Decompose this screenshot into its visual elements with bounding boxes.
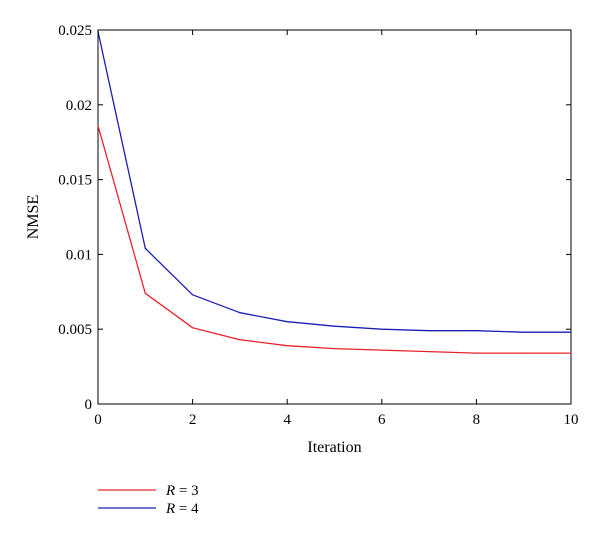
series-line-1	[97, 125, 571, 354]
legend-variable: R	[165, 501, 175, 517]
x-axis-title: Iteration	[307, 439, 361, 456]
data-point	[239, 312, 241, 314]
legend-value: = 3	[175, 483, 198, 499]
data-point	[192, 327, 194, 329]
x-tick-label: 4	[283, 412, 291, 428]
x-tick-label: 0	[94, 412, 102, 428]
data-point	[333, 348, 336, 350]
data-point	[523, 352, 525, 354]
y-tick-label: 0	[85, 397, 93, 413]
y-tick-label: 0.005	[58, 322, 92, 338]
data-point	[428, 330, 430, 332]
data-point	[381, 349, 383, 351]
data-point	[523, 331, 525, 333]
data-point	[192, 294, 194, 296]
data-point	[570, 331, 572, 333]
data-point	[381, 328, 383, 330]
data-point	[286, 345, 288, 347]
data-point	[475, 330, 477, 332]
y-tick-label: 0.025	[58, 23, 92, 39]
x-tick-label: 2	[189, 412, 197, 428]
legend-label-2: R = 4	[165, 501, 199, 517]
x-tick-label: 6	[378, 412, 386, 428]
series-layer	[97, 30, 572, 354]
data-point	[144, 292, 146, 294]
data-point	[286, 321, 288, 323]
data-point	[428, 351, 430, 353]
data-point	[97, 125, 99, 127]
plot-area	[97, 29, 572, 405]
y-tick-label: 0.01	[66, 247, 92, 263]
data-point	[570, 352, 572, 354]
plot-frame	[97, 29, 572, 405]
y-tick-label: 0.015	[58, 173, 92, 189]
ticks-layer: 0 2 4 6 8 10 0 0.005 0.01 0.015 0.02 0.025	[58, 23, 578, 428]
series-line-2	[97, 31, 571, 333]
legend-label-1: R = 3	[165, 483, 199, 499]
y-tick-label: 0.02	[66, 98, 92, 114]
legend-value: = 4	[175, 501, 199, 517]
x-tick-label: 10	[564, 412, 579, 428]
y-axis-title: NMSE	[25, 195, 42, 239]
legend-variable: R	[165, 483, 175, 499]
data-point	[144, 247, 146, 250]
data-point	[475, 352, 477, 354]
data-point	[239, 339, 241, 341]
data-point	[333, 325, 336, 327]
x-tick-label: 8	[473, 412, 481, 428]
legend: R = 3R = 4	[98, 483, 199, 517]
